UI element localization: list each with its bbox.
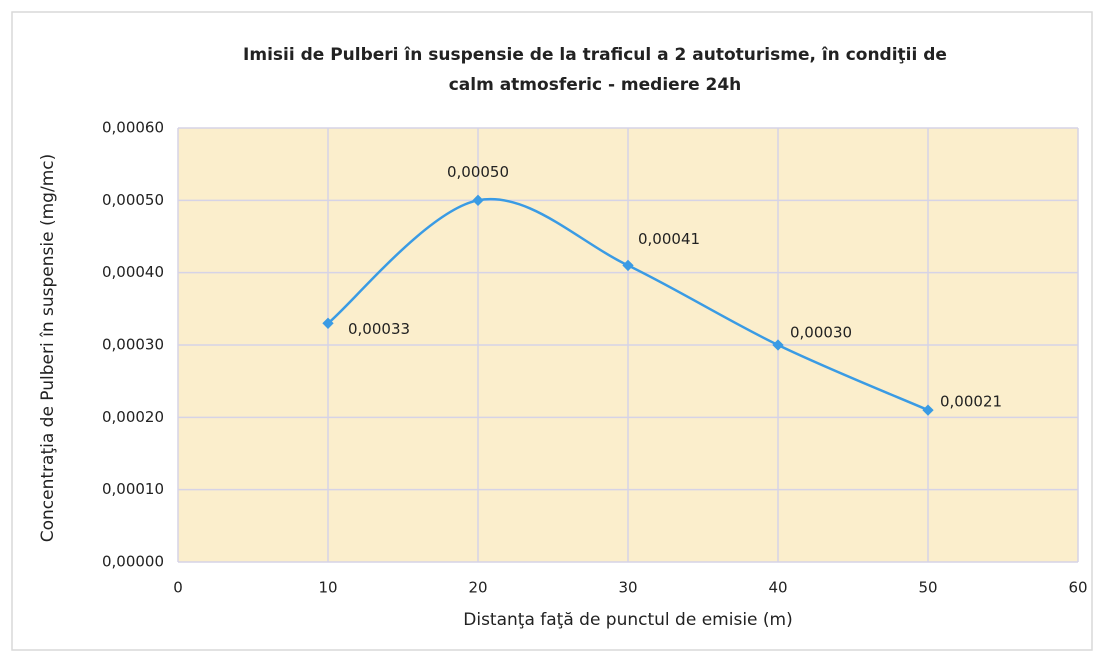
x-axis-title: Distanţa faţă de punctul de emisie (m) (463, 610, 792, 630)
data-label: 0,00033 (348, 320, 410, 338)
y-tick-label: 0,00010 (102, 480, 164, 498)
x-tick-label: 50 (918, 579, 937, 597)
x-tick-label: 40 (768, 579, 787, 597)
data-label: 0,00030 (790, 324, 852, 342)
y-tick-label: 0,00060 (102, 119, 164, 137)
y-tick-label: 0,00030 (102, 336, 164, 354)
x-tick-label: 60 (1068, 579, 1087, 597)
y-tick-label: 0,00050 (102, 191, 164, 209)
data-label: 0,00021 (940, 393, 1002, 411)
data-point (322, 317, 334, 329)
x-tick-label: 10 (318, 579, 337, 597)
chart-title: calm atmosferic - mediere 24h (449, 75, 742, 95)
data-label: 0,00041 (638, 230, 700, 248)
data-point (922, 404, 934, 416)
chart-title: Imisii de Pulberi în suspensie de la tra… (243, 45, 947, 65)
data-point (622, 259, 634, 272)
y-tick-label: 0,00000 (102, 553, 164, 571)
y-tick-label: 0,00040 (102, 263, 164, 281)
x-tick-label: 0 (173, 579, 183, 597)
y-axis-title: Concentraţia de Pulberi în suspensie (mg… (38, 154, 58, 543)
data-point (772, 339, 784, 351)
y-tick-label: 0,00020 (102, 408, 164, 426)
x-tick-label: 30 (618, 579, 637, 597)
data-label: 0,00050 (447, 163, 509, 181)
x-tick-label: 20 (468, 579, 487, 597)
data-point (472, 194, 484, 206)
